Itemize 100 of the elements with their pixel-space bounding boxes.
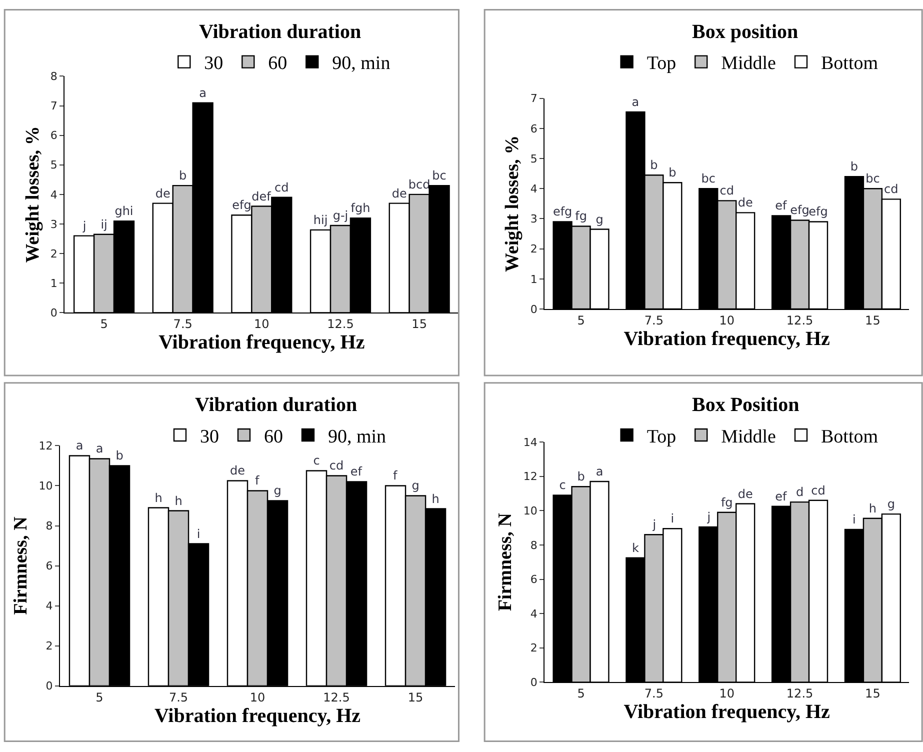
legend-label: 90, min [332,53,391,74]
data-label: b [850,160,858,174]
data-label: i [852,512,856,526]
data-label: b [116,448,124,463]
data-label: k [632,540,639,555]
data-label: h [174,494,182,508]
y-tick-label: 10 [523,504,538,518]
data-label: bc [432,168,446,183]
data-label: hij [313,212,328,227]
data-label: b [650,158,658,172]
data-label: j [652,518,656,532]
data-label: efg [232,198,252,212]
data-label: i [196,526,200,541]
y-tick-label: 8 [530,538,538,552]
x-tick-label: 5 [577,313,585,328]
x-tick-label: 5 [577,686,585,701]
x-tick-label: 12.5 [323,690,350,704]
data-label: j [82,218,86,233]
legend-label: Bottom [820,426,878,448]
x-tick-label: 12.5 [327,317,354,332]
data-label: bcd [408,177,430,192]
data-label: g [887,497,895,512]
y-tick-label: 6 [530,573,538,586]
x-tick-label: 5 [96,690,104,704]
legend-label: 30 [204,53,224,74]
data-label: b [179,168,187,183]
data-label: cd [274,180,289,194]
chart-title: Box Position [692,394,800,416]
y-tick-label: 14 [523,436,538,449]
y-tick-label: 8 [50,70,58,84]
y-tick-label: 2 [530,642,538,655]
y-tick-label: 0 [46,680,53,693]
data-label: bc [866,172,880,186]
data-label: efg [790,203,810,218]
data-label: c [313,454,320,468]
legend-label: 60 [268,53,288,74]
x-tick-label: 15 [865,313,880,328]
data-label: h [154,490,162,505]
y-tick-label: 0 [530,302,538,316]
y-tick-label: 4 [46,600,53,613]
data-label: g [596,212,604,226]
y-tick-label: 2 [50,247,58,260]
data-label: de [738,486,753,501]
y-tick-label: 8 [46,520,53,533]
data-label: efg [552,204,572,219]
y-tick-label: 7 [530,92,538,106]
data-label: de [230,464,245,478]
y-tick-label: 2 [46,640,53,653]
data-label: fgh [350,201,370,216]
y-tick-label: 1 [50,276,58,290]
data-label: fg [720,495,733,510]
data-label: de [392,186,407,200]
data-label: b [668,166,676,180]
legend-label: 30 [200,426,219,448]
data-label: ghi [114,204,134,218]
data-label: ef [775,198,788,213]
data-label: a [596,464,604,478]
data-label: cd [811,483,826,498]
data-label: g [274,484,282,498]
x-tick-label: 15 [408,690,424,704]
x-tick-label: 10 [719,313,734,328]
x-tick-label: 10 [254,317,270,332]
data-label: a [96,442,104,456]
y-tick-label: 1 [530,272,538,286]
chart-title: Vibration duration [199,21,362,43]
data-label: j [706,510,711,524]
y-tick-label: 7 [50,100,58,113]
x-axis-title: Vibration frequency, Hz [158,332,365,354]
y-tick-label: 6 [530,122,538,136]
data-label: cd [329,458,344,473]
data-label: a [632,94,640,109]
data-label: b [577,470,585,484]
x-tick-label: 7.5 [168,690,188,704]
legend-label: Bottom [820,53,878,74]
data-label: ef [775,489,788,504]
y-tick-label: 6 [50,129,58,142]
x-tick-label: 12.5 [786,313,814,328]
x-tick-label: 10 [250,690,266,704]
x-tick-label: 5 [100,317,108,332]
data-label: de [155,186,170,200]
chart-title: Vibration duration [195,394,358,416]
data-label: cd [720,184,734,198]
data-label: bc [701,172,716,186]
data-label: def [252,189,272,204]
data-label: d [796,485,804,500]
data-label: ef [350,464,363,479]
x-tick-label: 7.5 [644,686,664,701]
y-tick-label: 5 [530,152,538,166]
x-tick-label: 7.5 [644,313,664,328]
y-tick-label: 12 [523,470,538,484]
x-tick-label: 15 [865,686,880,701]
data-label: i [670,512,674,526]
data-label: g-j [332,208,348,222]
data-label: h [868,501,876,516]
y-axis-title: Weight losses, % [22,126,44,263]
y-axis-title: Firmness, N [495,512,516,612]
legend-label: 60 [264,426,283,448]
x-axis-title: Vibration frequency, Hz [624,701,830,724]
data-label: g [412,478,420,493]
y-axis-title: Weight losses, % [502,135,524,272]
